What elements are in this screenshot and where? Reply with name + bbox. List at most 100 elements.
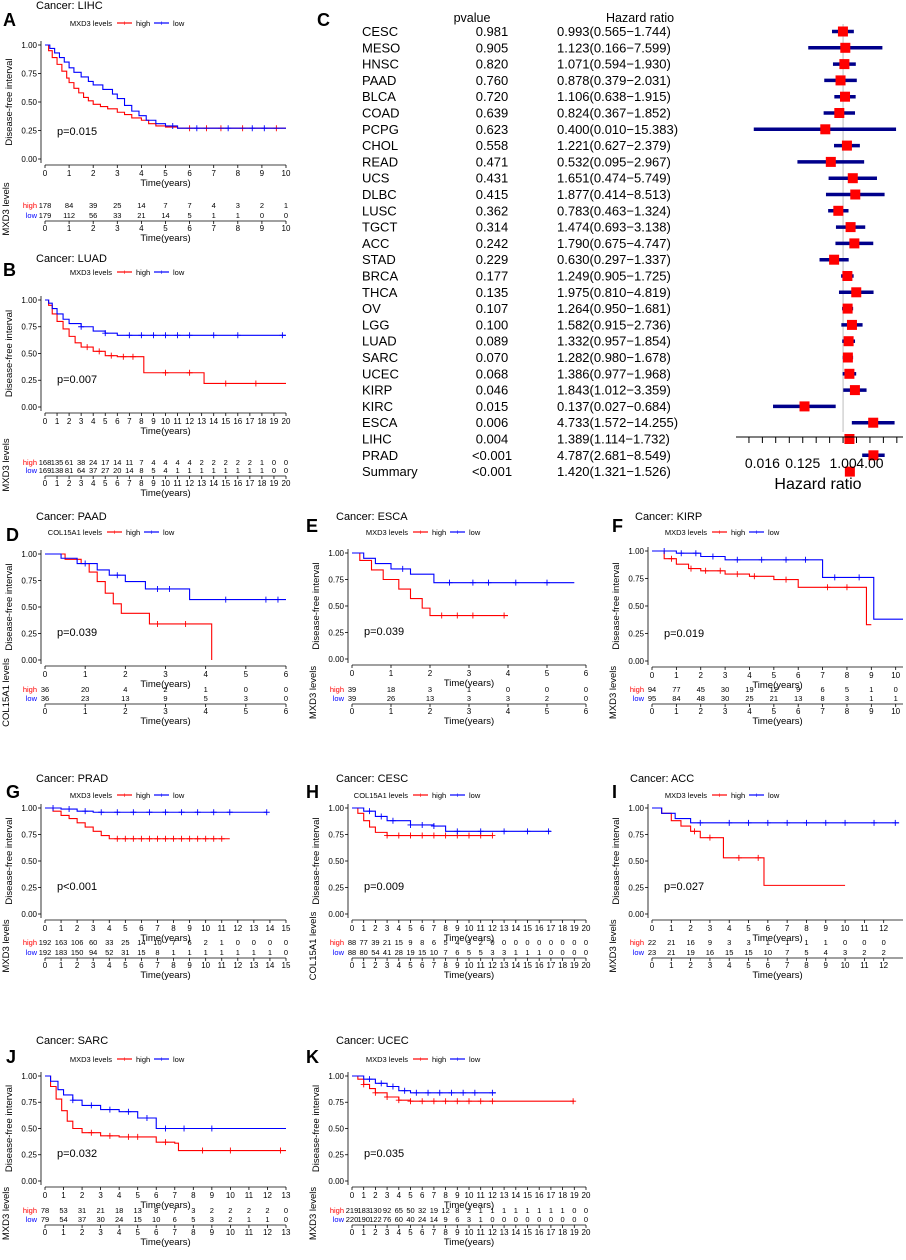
censor-mark-low <box>545 828 552 835</box>
x-tick-label: 6 <box>115 417 120 426</box>
forest-hr-box <box>839 59 850 70</box>
censor-mark-low <box>66 806 73 813</box>
forest-row: STAD 0.229 0.630(0.297−1.337) <box>362 252 849 267</box>
forest-hr-text: 1.975(0.810−4.819) <box>557 285 671 300</box>
risk-count-high: 14 <box>137 938 145 947</box>
y-tick-label: 0.00 <box>628 910 644 919</box>
risk-x-tick-label: 12 <box>263 1228 272 1237</box>
risk-count-high: 1 <box>220 938 224 947</box>
x-tick-label: 11 <box>245 1191 254 1200</box>
x-axis-title: Time(years) <box>140 426 190 437</box>
censor-mark-high <box>199 1147 206 1154</box>
forest-hr-box <box>844 368 855 379</box>
x-tick-label: 3 <box>115 169 120 178</box>
risk-count-low: 1 <box>268 948 272 957</box>
risk-count-high: 1 <box>490 1206 494 1215</box>
x-tick-label: 3 <box>91 924 96 933</box>
risk-count-low: 0 <box>284 211 288 220</box>
risk-count-high: 17 <box>101 458 109 467</box>
risk-ylabel: MXD3 levels <box>1 1187 12 1241</box>
risk-x-tick-label: 17 <box>546 961 555 970</box>
forest-row: LIHC 0.004 1.389(1.114−1.732) <box>362 432 855 447</box>
cancer-title: Cancer: KIRP <box>635 511 702 523</box>
y-tick-label: 0.25 <box>328 628 344 637</box>
censor-mark-high <box>407 832 414 839</box>
forest-pvalue: 0.820 <box>476 57 509 72</box>
forest-hr-box <box>843 336 854 347</box>
censor-mark-low <box>50 805 57 811</box>
forest-row: UCEC 0.068 1.386(0.977−1.968) <box>362 366 857 381</box>
risk-count-low: 54 <box>371 948 379 957</box>
km-panel-G: G Cancer: PRAD MXD3 levels + high + low 0.00 0.2… <box>1 773 291 981</box>
y-tick-label: 0.75 <box>328 830 344 839</box>
x-axis-title: Time(years) <box>444 933 494 944</box>
censor-mark-low <box>524 828 531 835</box>
forest-hr-text: 1.474(0.693−3.138) <box>557 220 671 235</box>
censor-mark-low <box>114 809 121 816</box>
censor-mark-high <box>691 828 698 835</box>
x-tick-label: 17 <box>245 417 254 426</box>
y-tick-label: 0.50 <box>628 602 644 611</box>
censor-mark-low <box>279 332 286 339</box>
risk-count-low: 4 <box>163 466 167 475</box>
risk-count-high: 2 <box>200 458 204 467</box>
risk-count-high: 39 <box>348 685 356 694</box>
risk-count-high: 25 <box>121 938 129 947</box>
risk-count-high: 4 <box>175 458 179 467</box>
x-tick-label: 7 <box>211 169 216 178</box>
risk-label-high: high <box>23 201 37 210</box>
forest-pvalue: 0.720 <box>476 89 509 104</box>
y-tick-label: 1.00 <box>628 804 644 813</box>
risk-count-low: 112 <box>63 211 75 220</box>
forest-row: PAAD 0.760 0.878(0.379−2.031) <box>362 73 857 88</box>
legend-high-cross: + <box>418 530 422 537</box>
risk-count-high: 13 <box>134 1206 142 1215</box>
risk-count-low: 0 <box>584 1215 588 1224</box>
censor-mark-low <box>102 330 109 337</box>
legend-high-cross: + <box>717 793 721 800</box>
risk-count-high: 1 <box>525 1206 529 1215</box>
censor-mark-low <box>709 553 716 560</box>
forest-pvalue: 0.431 <box>476 171 509 186</box>
x-tick-label: 13 <box>197 417 206 426</box>
x-tick-label: 18 <box>558 1191 567 1200</box>
risk-count-high: 4 <box>212 201 216 210</box>
risk-count-low: 39 <box>348 694 356 703</box>
censor-mark-low <box>88 1102 95 1109</box>
risk-count-high: 50 <box>406 1206 414 1215</box>
risk-count-low: 15 <box>134 1215 142 1224</box>
y-axis-title: Disease-free interval <box>4 310 15 397</box>
risk-x-tick-label: 10 <box>841 961 850 970</box>
risk-count-low: 4 <box>824 948 828 957</box>
risk-x-tick-label: 9 <box>187 961 192 970</box>
risk-count-high: 7 <box>173 1206 177 1215</box>
legend-title: MXD3 levels <box>665 528 707 537</box>
forest-hr-box <box>825 156 836 167</box>
x-tick-label: 1 <box>669 924 674 933</box>
risk-x-tick-label: 2 <box>123 707 128 716</box>
risk-count-low: 19 <box>686 948 694 957</box>
risk-x-tick-label: 11 <box>477 1228 486 1237</box>
forest-hr-text: 1.420(1.321−1.526) <box>557 464 671 479</box>
risk-x-tick-label: 7 <box>432 1228 437 1237</box>
risk-count-low: 179 <box>39 211 52 220</box>
x-tick-label: 7 <box>173 1191 178 1200</box>
risk-count-low: 3 <box>244 694 248 703</box>
censor-mark-low <box>114 572 121 579</box>
forest-cancer: CHOL <box>362 138 398 153</box>
censor-mark-low <box>162 332 169 339</box>
risk-count-high: 2 <box>204 938 208 947</box>
forest-hr-box <box>851 287 862 298</box>
risk-count-low: 40 <box>406 1215 414 1224</box>
risk-count-high: 0 <box>584 1206 588 1215</box>
risk-x-tick-label: 0 <box>350 961 355 970</box>
risk-count-high: 0 <box>584 685 588 694</box>
risk-count-high: 20 <box>81 685 89 694</box>
x-tick-label: 13 <box>249 924 258 933</box>
x-tick-label: 1 <box>674 671 679 680</box>
risk-count-low: 8 <box>139 466 143 475</box>
risk-count-high: 135 <box>51 458 64 467</box>
x-tick-label: 8 <box>804 924 809 933</box>
y-axis-title: Disease-free interval <box>4 563 15 650</box>
